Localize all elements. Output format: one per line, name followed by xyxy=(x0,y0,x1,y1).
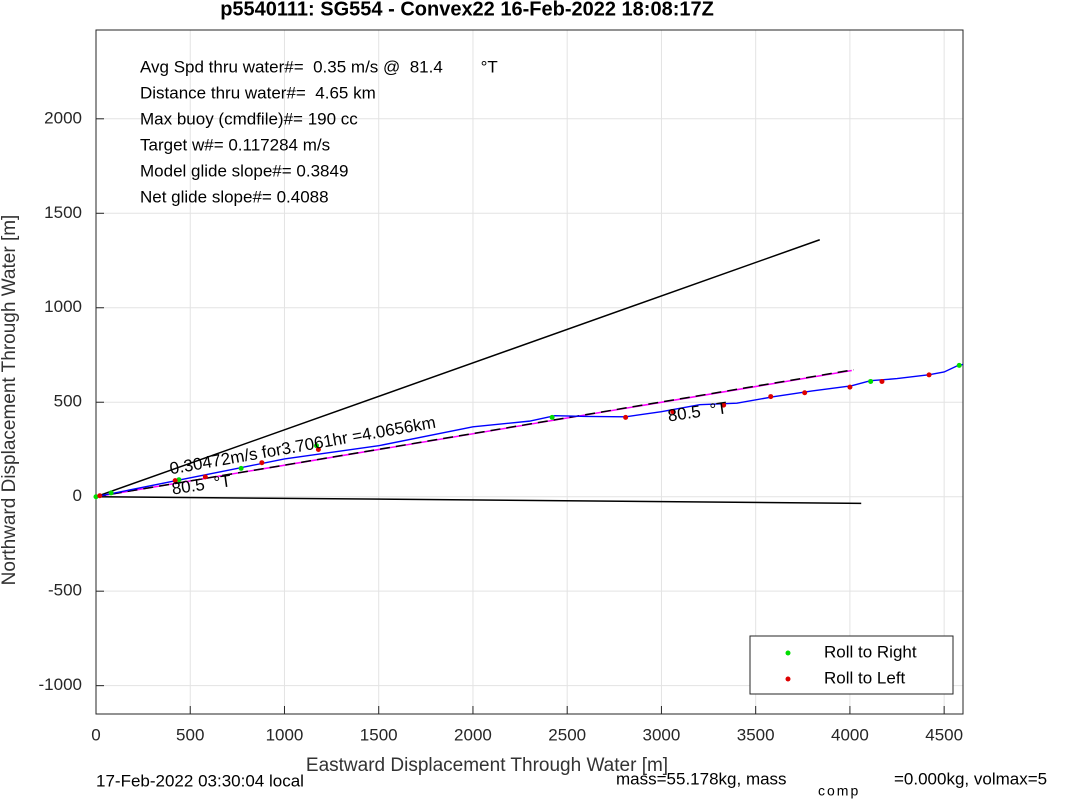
y-tick-label: -1000 xyxy=(39,675,82,694)
x-tick-label: 3000 xyxy=(643,725,681,744)
point xyxy=(802,390,808,396)
x-tick-label: 2500 xyxy=(548,725,586,744)
point xyxy=(623,414,629,420)
stat-text: Model glide slope#= 0.3849 xyxy=(140,161,348,180)
x-tick-label: 4000 xyxy=(831,725,869,744)
point xyxy=(238,465,244,471)
x-tick-label: 0 xyxy=(91,725,100,744)
point xyxy=(879,378,885,384)
plot-frame xyxy=(95,29,964,715)
line xyxy=(95,495,862,505)
x-tick-label: 1000 xyxy=(266,725,304,744)
x-axis-label: Eastward Displacement Through Water [m] xyxy=(306,755,668,776)
legend-marker xyxy=(785,676,791,682)
point xyxy=(202,474,208,480)
point xyxy=(108,490,114,496)
legend-box xyxy=(749,635,954,695)
legend-label: Roll to Left xyxy=(824,668,906,687)
stat-text: Net glide slope#= 0.4088 xyxy=(140,187,329,206)
footer-volmax: =0.000kg, volmax=5 xyxy=(894,769,1047,788)
y-tick-label: 2000 xyxy=(44,108,82,127)
line xyxy=(95,368,854,498)
point xyxy=(847,384,853,390)
footer-time: 17-Feb-2022 03:30:04 local xyxy=(96,771,304,790)
chart-title: p5540111: SG554 - Convex22 16-Feb-2022 1… xyxy=(220,0,714,20)
y-tick-label: 1500 xyxy=(44,203,82,222)
footer-subscript: comp xyxy=(818,783,860,799)
plot-area xyxy=(96,30,963,714)
point xyxy=(315,446,321,452)
point xyxy=(172,478,178,484)
y-axis-label: Northward Displacement Through Water [m] xyxy=(0,215,20,586)
point xyxy=(956,362,962,368)
point xyxy=(549,414,555,420)
point xyxy=(670,409,676,415)
point xyxy=(721,402,727,408)
footer-mass: mass=55.178kg, mass xyxy=(616,769,787,788)
legend-marker xyxy=(785,650,791,656)
y-tick-label: -500 xyxy=(48,581,82,600)
point xyxy=(768,394,774,400)
stat-text: Max buoy (cmdfile)#= 190 cc xyxy=(140,109,358,128)
stat-text: Target w#= 0.117284 m/s xyxy=(140,135,330,154)
line xyxy=(95,369,852,498)
line xyxy=(95,239,821,498)
point xyxy=(926,372,932,378)
point xyxy=(93,494,99,500)
y-tick-label: 0 xyxy=(73,486,82,505)
point xyxy=(259,460,265,466)
x-tick-label: 2000 xyxy=(454,725,492,744)
stat-text: Distance thru water#= 4.65 km xyxy=(140,83,376,102)
point xyxy=(314,443,320,449)
line xyxy=(95,363,964,498)
y-tick-label: 1000 xyxy=(44,297,82,316)
point xyxy=(868,378,874,384)
legend-label: Roll to Right xyxy=(824,642,917,661)
y-tick-label: 500 xyxy=(54,392,82,411)
x-tick-label: 500 xyxy=(176,725,204,744)
x-tick-label: 3500 xyxy=(737,725,775,744)
point xyxy=(176,477,182,483)
point xyxy=(97,493,103,499)
x-tick-label: 1500 xyxy=(360,725,398,744)
stat-text: Avg Spd thru water#= 0.35 m/s @ 81.4 °T xyxy=(140,57,498,76)
x-tick-label: 4500 xyxy=(925,725,963,744)
